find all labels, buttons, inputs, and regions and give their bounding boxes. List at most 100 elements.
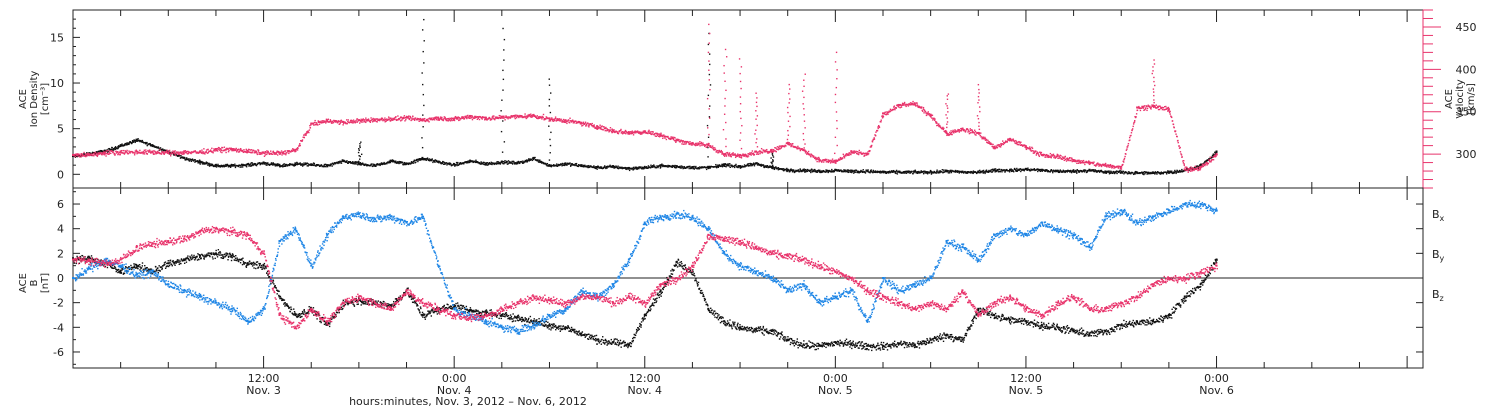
density-series-sample	[1079, 169, 1082, 172]
density-series-sample	[719, 165, 722, 168]
density-series-sample	[575, 162, 578, 165]
density-series-spike	[503, 59, 505, 61]
velocity-series-sample	[95, 154, 98, 156]
density-series-sample	[1070, 171, 1073, 174]
density-series-sample	[1118, 170, 1121, 173]
velocity-series-sample	[558, 118, 560, 120]
density-series-spike	[709, 84, 712, 86]
density-series-sample	[251, 163, 253, 166]
density-series-sample	[114, 148, 117, 150]
velocity-series-sample	[361, 119, 364, 122]
density-series-sample	[793, 171, 796, 174]
density-series-sample	[1022, 168, 1025, 171]
velocity-series-sample	[397, 115, 399, 117]
density-series-sample	[929, 170, 932, 173]
velocity-series-sample	[214, 150, 216, 152]
density-series-sample	[862, 169, 864, 171]
density-series-sample	[210, 163, 212, 165]
density-series-sample	[245, 163, 248, 166]
velocity-series-sample	[813, 156, 815, 158]
velocity-series-sample	[84, 154, 86, 157]
density-series-sample	[991, 168, 994, 171]
velocity-series-sample	[732, 154, 734, 156]
velocity-series-sample	[392, 117, 394, 120]
velocity-series-sample	[812, 156, 814, 158]
density-series-sample	[455, 163, 457, 166]
velocity-series-sample	[715, 151, 718, 153]
velocity-series-sample	[697, 143, 700, 146]
density-series-sample	[938, 171, 940, 174]
density-series-sample	[431, 159, 433, 161]
density-series-sample	[990, 171, 993, 173]
density-series-sample	[774, 166, 776, 169]
velocity-series-sample	[887, 113, 889, 116]
density-series-sample	[357, 162, 359, 165]
density-series-sample	[604, 166, 606, 168]
density-series-sample	[994, 168, 997, 170]
density-series-sample	[411, 161, 414, 164]
density-series-sample	[729, 166, 732, 168]
density-series-sample	[792, 169, 794, 171]
density-series-sample	[524, 159, 526, 162]
density-series-sample	[835, 169, 837, 171]
density-series-sample	[199, 163, 201, 165]
velocity-series-sample	[358, 119, 360, 121]
velocity-series-sample	[706, 143, 708, 145]
velocity-series-sample	[207, 151, 209, 154]
velocity-series-sample	[643, 132, 645, 134]
velocity-series-sample	[569, 120, 572, 122]
density-series-sample	[200, 161, 202, 164]
density-series-sample	[226, 164, 228, 167]
velocity-series-sample	[771, 150, 773, 152]
velocity-series-sample	[783, 146, 786, 148]
density-series-sample	[889, 171, 892, 174]
density-series-sample	[584, 165, 586, 168]
density-series-sample	[120, 145, 123, 147]
density-series-sample	[509, 162, 511, 164]
density-series-sample	[568, 163, 570, 165]
velocity-series-sample	[671, 136, 673, 139]
velocity-series-sample	[785, 145, 787, 147]
velocity-series-sample	[285, 153, 287, 156]
density-series-sample	[787, 169, 790, 171]
density-series-sample	[727, 164, 729, 167]
density-series-sample	[493, 162, 495, 165]
velocity-series-sample	[281, 154, 283, 156]
velocity-series-sample	[613, 129, 615, 131]
density-series-sample	[253, 163, 256, 166]
density-series-sample	[135, 140, 138, 142]
velocity-series-sample	[745, 154, 748, 156]
density-series-sample	[277, 163, 279, 165]
velocity-series-sample	[560, 118, 562, 120]
density-series-sample	[598, 166, 600, 168]
velocity-series-sample	[514, 117, 516, 120]
velocity-series-sample	[454, 115, 457, 118]
density-series-sample	[1077, 169, 1079, 172]
density-series-sample	[427, 159, 430, 162]
velocity-series-sample	[420, 119, 422, 122]
density-series-sample	[1215, 151, 1217, 153]
density-series-sample	[413, 159, 416, 162]
velocity-series-sample	[639, 131, 641, 134]
density-series-sample	[353, 161, 355, 163]
velocity-series-sample	[200, 152, 203, 154]
velocity-series-sample	[203, 152, 205, 154]
velocity-series-sample	[201, 149, 203, 151]
velocity-series-sample	[91, 154, 93, 156]
density-series-sample	[490, 161, 492, 164]
density-series-sample	[536, 160, 539, 162]
density-series-sample	[879, 170, 882, 172]
velocity-series-sample	[669, 138, 672, 141]
density-series-sample	[352, 161, 354, 163]
density-series-sample	[557, 165, 559, 167]
velocity-series-sample	[329, 119, 332, 121]
velocity-series-sample	[799, 148, 801, 150]
density-series-spike	[549, 152, 551, 154]
velocity-series-sample	[350, 120, 353, 122]
velocity-series-sample	[931, 114, 934, 116]
velocity-series-sample	[636, 131, 638, 133]
density-series-sample	[477, 161, 479, 163]
velocity-series-sample	[871, 141, 874, 143]
density-series-sample	[979, 172, 981, 174]
density-series-sample	[95, 152, 97, 155]
